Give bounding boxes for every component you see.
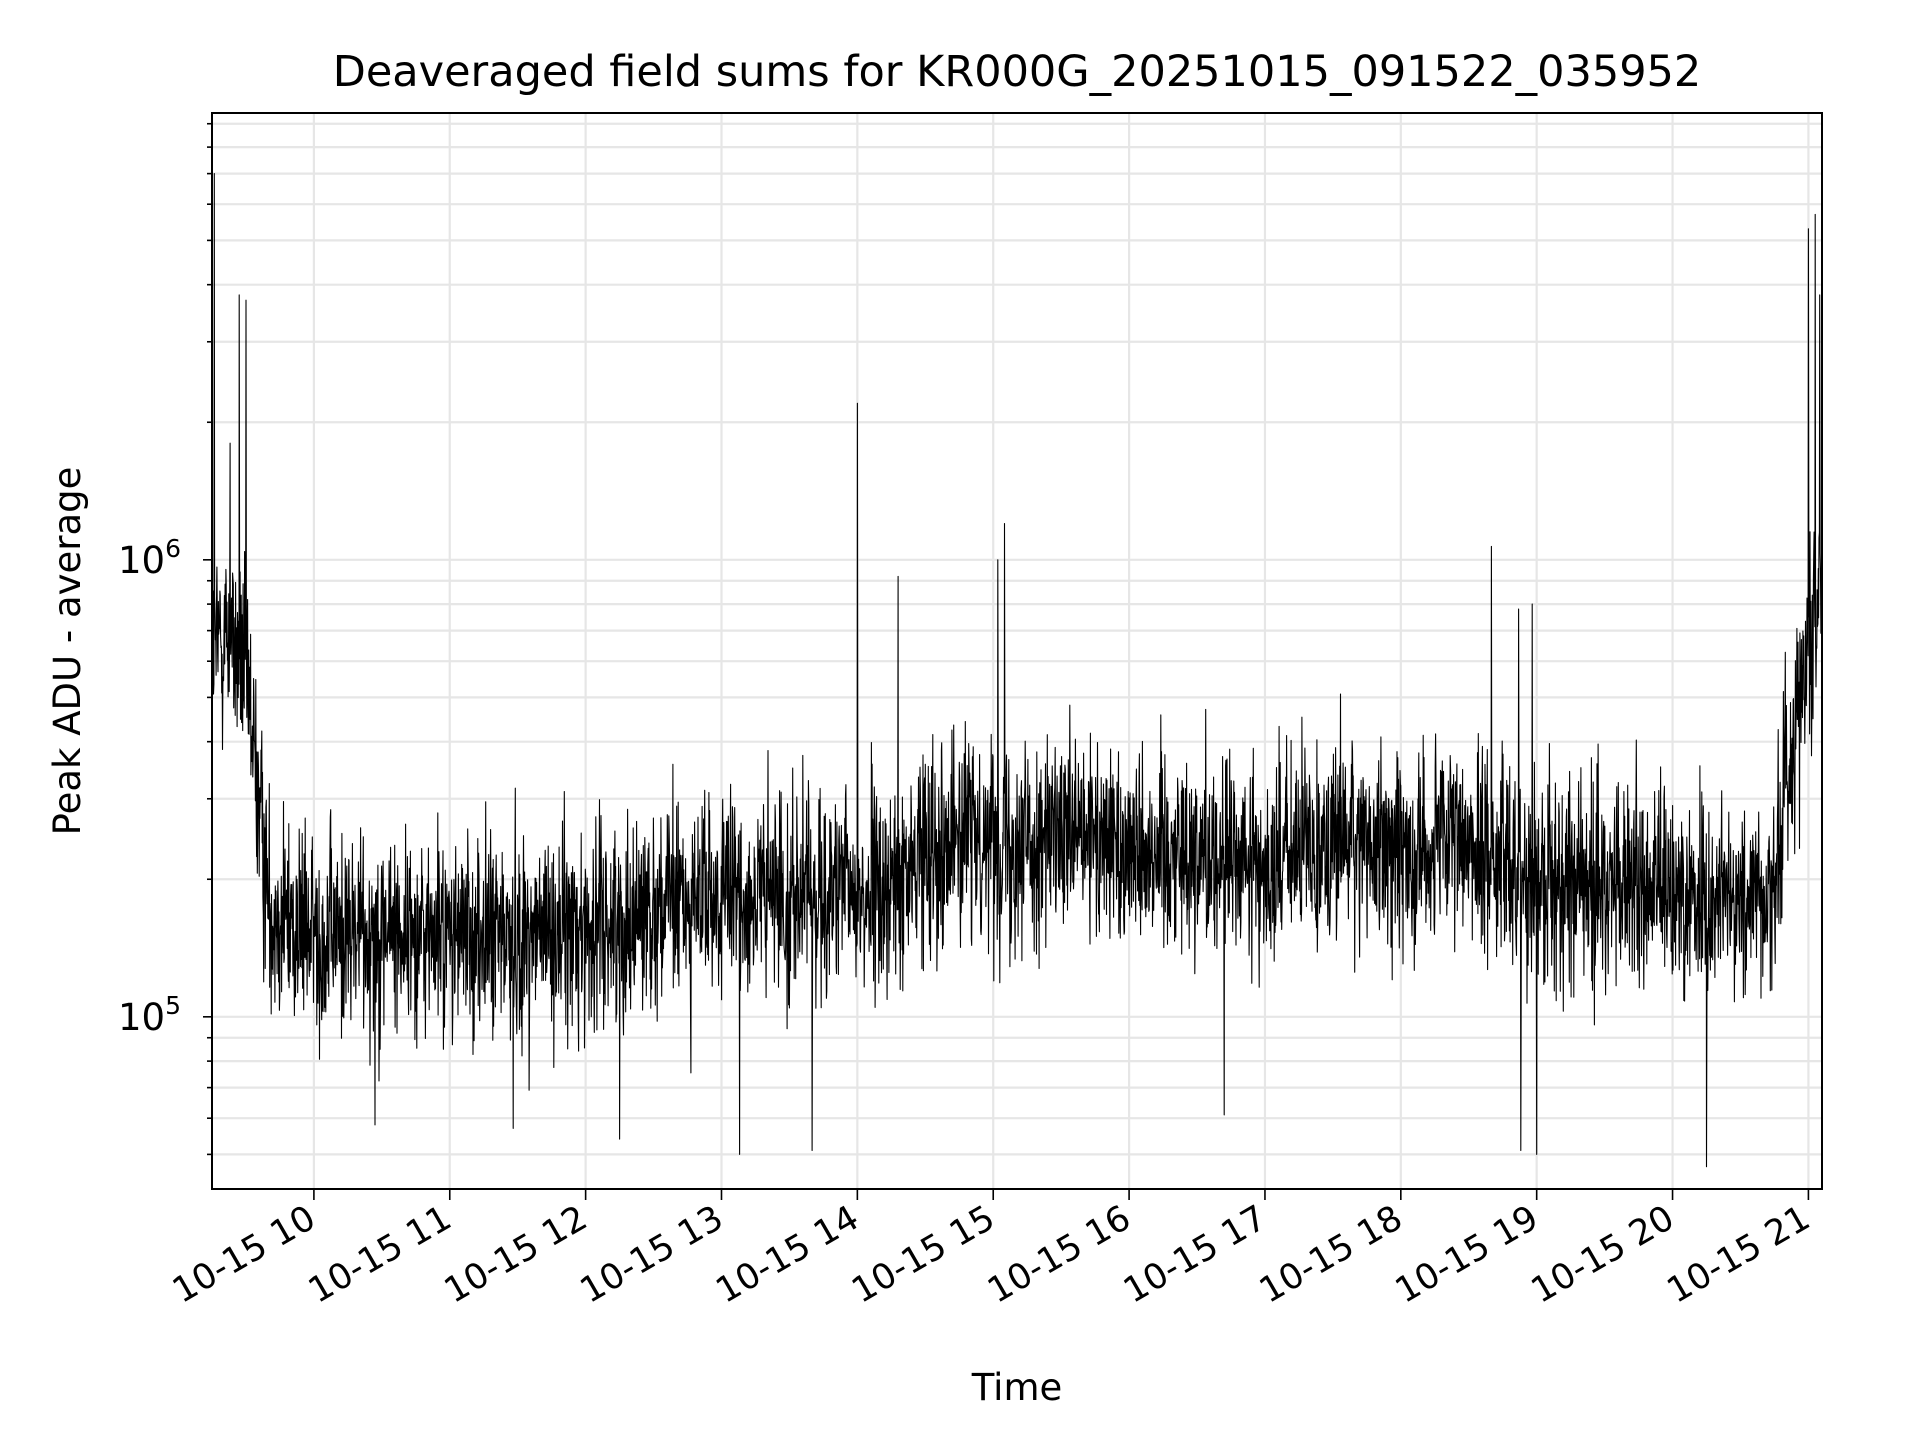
grid [212, 113, 1822, 1189]
plot-frame [211, 112, 1823, 1190]
y-axis-label: Peak ADU - average [46, 467, 89, 836]
data-series [212, 173, 1822, 1168]
chart-title: Deaveraged field sums for KR000G_2025101… [333, 47, 1702, 97]
series-line [212, 173, 1822, 1168]
x-axis-label: Time [971, 1366, 1063, 1409]
y-tick-label: 106 [118, 534, 181, 582]
y-tick-label: 105 [118, 991, 181, 1039]
